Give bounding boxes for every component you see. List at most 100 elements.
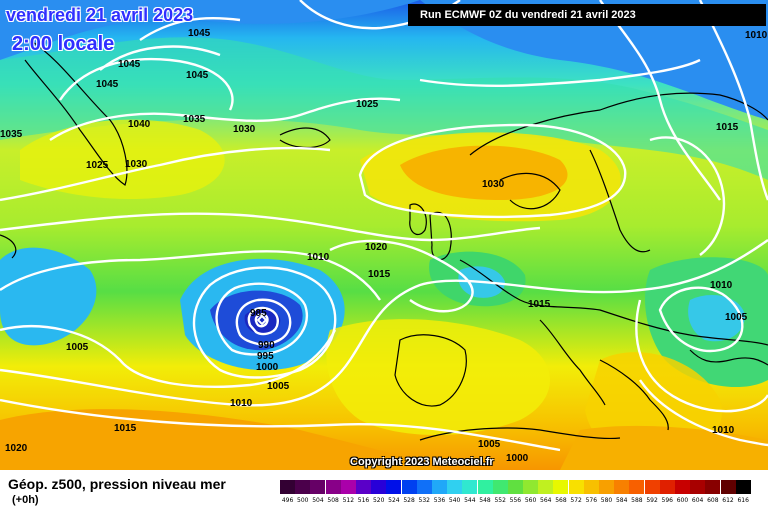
- scale-step: 548: [477, 480, 493, 504]
- scale-swatch: [280, 480, 296, 494]
- scale-swatch: [644, 480, 660, 494]
- color-scale: 496 500 504 508 512 516 520 524 528 532 536 540 544 5…: [280, 480, 751, 504]
- scale-step: 612: [720, 480, 736, 504]
- scale-label: 548: [479, 497, 491, 504]
- scale-swatch: [690, 480, 706, 494]
- scale-swatch: [325, 480, 341, 494]
- scale-label: 572: [570, 497, 582, 504]
- isobar-label: 1005: [66, 342, 89, 353]
- scale-step: 560: [523, 480, 539, 504]
- scale-label: 616: [737, 497, 749, 504]
- isobar-labels: 1045 1045 1045 1045 1040 1035 1035 1030 …: [0, 28, 768, 464]
- scale-step: 524: [386, 480, 402, 504]
- scale-swatch: [568, 480, 584, 494]
- scale-step: 568: [553, 480, 569, 504]
- forecast-date: vendredi 21 avril 2023: [6, 5, 194, 25]
- isobar-label: 990: [258, 340, 275, 351]
- isobar-label: 1015: [368, 269, 391, 280]
- isobar-label: 1005: [267, 381, 290, 392]
- isobar-label: 1025: [356, 99, 379, 110]
- isobar-label: 1015: [528, 299, 551, 310]
- isobar-label: 1045: [186, 70, 209, 81]
- isobars: [0, 0, 768, 450]
- isobar-label: 1025: [86, 160, 109, 171]
- scale-label: 536: [433, 497, 446, 504]
- scale-swatch: [295, 480, 311, 494]
- scale-label: 608: [707, 497, 719, 504]
- isobar-label: 995: [257, 351, 274, 362]
- scale-label: 524: [388, 497, 400, 504]
- scale-step: 596: [659, 480, 675, 504]
- scale-label: 604: [691, 497, 704, 504]
- copyright-text: Copyright 2023 Meteociel.fr: [350, 456, 494, 468]
- scale-swatch: [340, 480, 356, 494]
- isobar-label: 1030: [233, 124, 256, 135]
- isobar-label: 1045: [118, 59, 141, 70]
- scale-swatch: [386, 480, 402, 494]
- scale-label: 540: [448, 497, 461, 504]
- scale-swatch: [538, 480, 554, 494]
- scale-swatch: [401, 480, 417, 494]
- scale-swatch: [720, 480, 736, 494]
- scale-step: 556: [507, 480, 523, 504]
- scale-step: 604: [690, 480, 706, 504]
- scale-label: 512: [342, 497, 355, 504]
- scale-label: 600: [676, 497, 689, 504]
- scale-step: 616: [735, 480, 751, 504]
- isobar-label: 1005: [478, 439, 501, 450]
- scale-label: 556: [509, 497, 522, 504]
- scale-label: 500: [297, 497, 309, 504]
- coastlines: [0, 39, 768, 441]
- scale-label: 596: [661, 497, 673, 504]
- scale-label: 568: [555, 497, 567, 504]
- scale-swatch: [523, 480, 539, 494]
- scale-swatch: [431, 480, 447, 494]
- scale-swatch: [735, 480, 751, 494]
- isobar-label: 1045: [96, 79, 119, 90]
- forecast-time: 2:00 locale: [12, 33, 115, 55]
- isobar-label: 1040: [128, 119, 151, 130]
- scale-label: 564: [540, 497, 552, 504]
- scale-step: 592: [644, 480, 660, 504]
- run-info-box: Run ECMWF 0Z du vendredi 21 avril 2023: [408, 4, 766, 26]
- scale-swatch: [659, 480, 675, 494]
- scale-step: 496: [280, 480, 296, 504]
- scale-label: 576: [585, 497, 598, 504]
- scale-step: 512: [340, 480, 356, 504]
- isobar-label: 1015: [114, 423, 137, 434]
- scale-step: 608: [705, 480, 721, 504]
- scale-step: 532: [416, 480, 432, 504]
- isobar-label: 1035: [0, 129, 23, 140]
- scale-swatch: [599, 480, 615, 494]
- scale-label: 528: [403, 497, 415, 504]
- scale-label: 592: [646, 497, 658, 504]
- scale-step: 508: [325, 480, 341, 504]
- scale-step: 516: [356, 480, 372, 504]
- scale-swatch: [492, 480, 508, 494]
- isobar-label: 1010: [230, 398, 253, 409]
- scale-step: 588: [629, 480, 645, 504]
- scale-label: 544: [464, 497, 476, 504]
- scale-label: 532: [418, 497, 430, 504]
- scale-step: 572: [568, 480, 584, 504]
- scale-step: 580: [599, 480, 615, 504]
- scale-swatch: [674, 480, 690, 494]
- isobar-label: 1010: [307, 252, 330, 263]
- scale-swatch: [614, 480, 630, 494]
- isobar-label: 1015: [716, 122, 739, 133]
- isobar-label: 1010: [712, 425, 735, 436]
- scale-swatch: [629, 480, 645, 494]
- scale-step: 564: [538, 480, 554, 504]
- scale-step: 552: [492, 480, 508, 504]
- isobar-label: 1045: [188, 28, 211, 39]
- scale-label: 588: [631, 497, 643, 504]
- low-center-label: 985: [250, 308, 267, 319]
- scale-step: 584: [614, 480, 630, 504]
- isobar-label: 1000: [506, 453, 529, 464]
- isobar-label: 1000: [256, 362, 279, 373]
- legend-title: Géop. z500, pression niveau mer: [8, 476, 226, 492]
- scale-label: 560: [524, 497, 537, 504]
- scale-swatch: [447, 480, 463, 494]
- legend-footer: Géop. z500, pression niveau mer (+0h) 49…: [0, 470, 768, 512]
- isobar-label: 1020: [5, 443, 28, 454]
